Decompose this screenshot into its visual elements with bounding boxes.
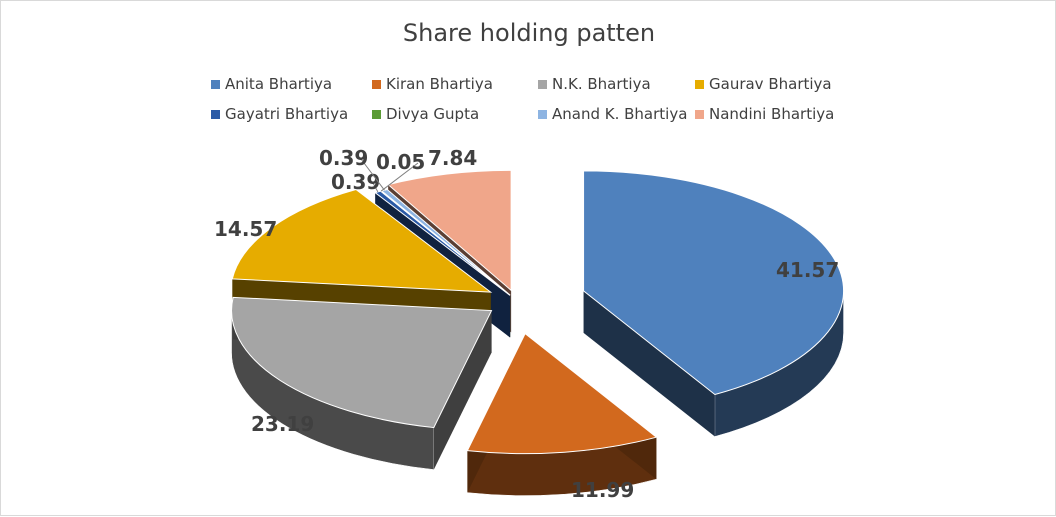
legend-label: Nandini Bhartiya	[709, 105, 835, 123]
legend-item-nandini-bhartiya: Nandini Bhartiya	[695, 105, 834, 123]
legend-label: Gayatri Bhartiya	[225, 105, 349, 123]
legend-label: N.K. Bhartiya	[552, 75, 651, 93]
chart-title: Share holding patten	[402, 19, 656, 47]
data-label-anand-k-bhartiya: 0.39	[319, 146, 368, 170]
slice-gaurav-bhartiya	[231, 188, 493, 293]
legend-item-gayatri-bhartiya: Gayatri Bhartiya	[211, 105, 348, 123]
data-label-kiran-bhartiya: 11.99	[571, 478, 634, 502]
legend-item-kiran-bhartiya: Kiran Bhartiya	[372, 75, 493, 93]
legend-swatch	[211, 109, 220, 119]
legend-swatch	[538, 79, 547, 89]
legend-label: Anand K. Bhartiya	[552, 105, 688, 123]
legend-swatch	[372, 109, 381, 119]
slice-nandini-bhartiya	[387, 169, 512, 292]
chart-legend: Anita Bhartiya Kiran Bhartiya N.K. Bhartiy…	[1, 1, 1056, 131]
legend-item-divya-gupta: Divya Gupta	[372, 105, 479, 123]
legend-label: Gaurav Bhartiya	[709, 75, 832, 93]
legend-label: Anita Bhartiya	[225, 75, 333, 93]
leader-line-divya-gupta	[380, 162, 419, 192]
legend-swatch	[695, 79, 704, 89]
slice-wall-anita-bhartiya	[583, 290, 715, 437]
data-label-gayatri-bhartiya: 0.39	[331, 170, 380, 194]
slice-n-k-bhartiya	[231, 296, 493, 429]
data-label-divya-gupta: 0.05	[376, 150, 425, 174]
legend-swatch	[372, 79, 381, 89]
legend-item-anand-k-bhartiya: Anand K. Bhartiya	[538, 105, 687, 123]
slice-kiran-bhartiya	[466, 332, 658, 455]
legend-item-n-k-bhartiya: N.K. Bhartiya	[538, 75, 651, 93]
legend-item-anita-bhartiya: Anita Bhartiya	[211, 75, 332, 93]
legend-label: Kiran Bhartiya	[386, 75, 493, 93]
slice-anita-bhartiya	[583, 170, 845, 396]
leader-line-anand-k-bhartiya	[360, 158, 385, 191]
legend-item-gaurav-bhartiya: Gaurav Bhartiya	[695, 75, 832, 93]
data-label-anita-bhartiya: 41.57	[776, 258, 839, 282]
legend-label: Divya Gupta	[386, 105, 480, 123]
data-label-n-k-bhartiya: 23.19	[251, 412, 314, 436]
legend-swatch	[538, 109, 547, 119]
data-label-gaurav-bhartiya: 14.57	[214, 217, 277, 241]
data-label-nandini-bhartiya: 7.84	[428, 146, 477, 170]
leader-line-gayatri-bhartiya	[372, 182, 379, 193]
legend-swatch	[211, 79, 220, 89]
legend-swatch	[695, 109, 704, 119]
